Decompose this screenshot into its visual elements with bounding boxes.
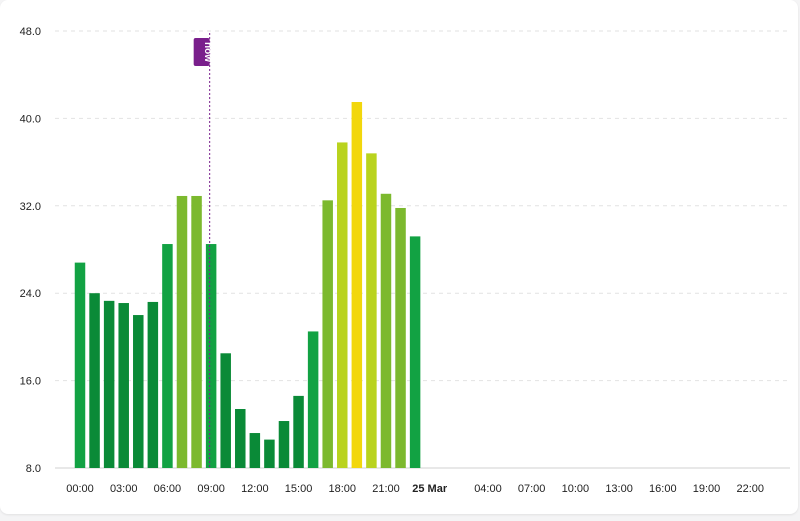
y-tick-label: 48.0 [20,26,41,38]
x-tick-label: 06:00 [154,483,182,495]
bar[interactable] [307,331,319,468]
x-tick-label: 25 Mar [412,483,448,495]
bar[interactable] [278,421,290,468]
now-label: now [202,42,213,62]
y-tick-label: 8.0 [26,463,41,475]
bar[interactable] [322,200,333,468]
bar[interactable] [395,207,406,469]
bar-series [74,102,421,469]
now-flag [193,38,210,66]
bar[interactable] [409,236,421,468]
bar[interactable] [147,301,159,468]
y-tick-label: 24.0 [20,288,41,300]
bar[interactable] [366,153,377,469]
bar[interactable] [74,262,86,468]
y-axis: 8.0 16.0 24.0 32.0 40.0 48.0 [20,26,41,475]
x-tick-label: 03:00 [110,483,138,495]
bar[interactable] [162,244,173,468]
x-tick-label: 19:00 [693,483,721,495]
bar[interactable] [191,195,202,468]
bar[interactable] [249,433,261,468]
bar[interactable] [293,395,304,468]
x-tick-label: 15:00 [285,483,313,495]
now-marker: now [193,33,213,468]
bar[interactable] [103,300,115,468]
x-axis: 00:00 03:00 06:00 09:00 12:00 15:00 18:00 21:00… [66,483,764,495]
x-tick-label: 12:00 [241,483,269,495]
x-tick-label: 21:00 [372,483,400,495]
x-tick-label: 04:00 [474,483,502,495]
x-tick-label: 16:00 [649,483,677,495]
x-tick-label: 10:00 [562,483,590,495]
bar[interactable] [337,142,348,468]
bar[interactable] [220,353,231,468]
x-tick-label: 07:00 [518,483,546,495]
bar[interactable] [118,303,129,468]
bar[interactable] [205,244,217,468]
x-tick-label: 09:00 [197,483,225,495]
bar[interactable] [89,293,100,468]
x-tick-label: 18:00 [328,483,356,495]
bar[interactable] [380,193,392,468]
x-tick-label: 13:00 [605,483,633,495]
y-tick-label: 32.0 [20,201,41,213]
bar[interactable] [351,102,363,468]
y-tick-label: 40.0 [20,113,41,125]
bar[interactable] [264,439,275,468]
bar[interactable] [235,409,246,468]
y-tick-label: 16.0 [20,376,41,388]
x-tick-label: 22:00 [736,483,764,495]
x-tick-label: 00:00 [66,483,94,495]
bar[interactable] [176,195,188,468]
bar[interactable] [133,315,144,468]
